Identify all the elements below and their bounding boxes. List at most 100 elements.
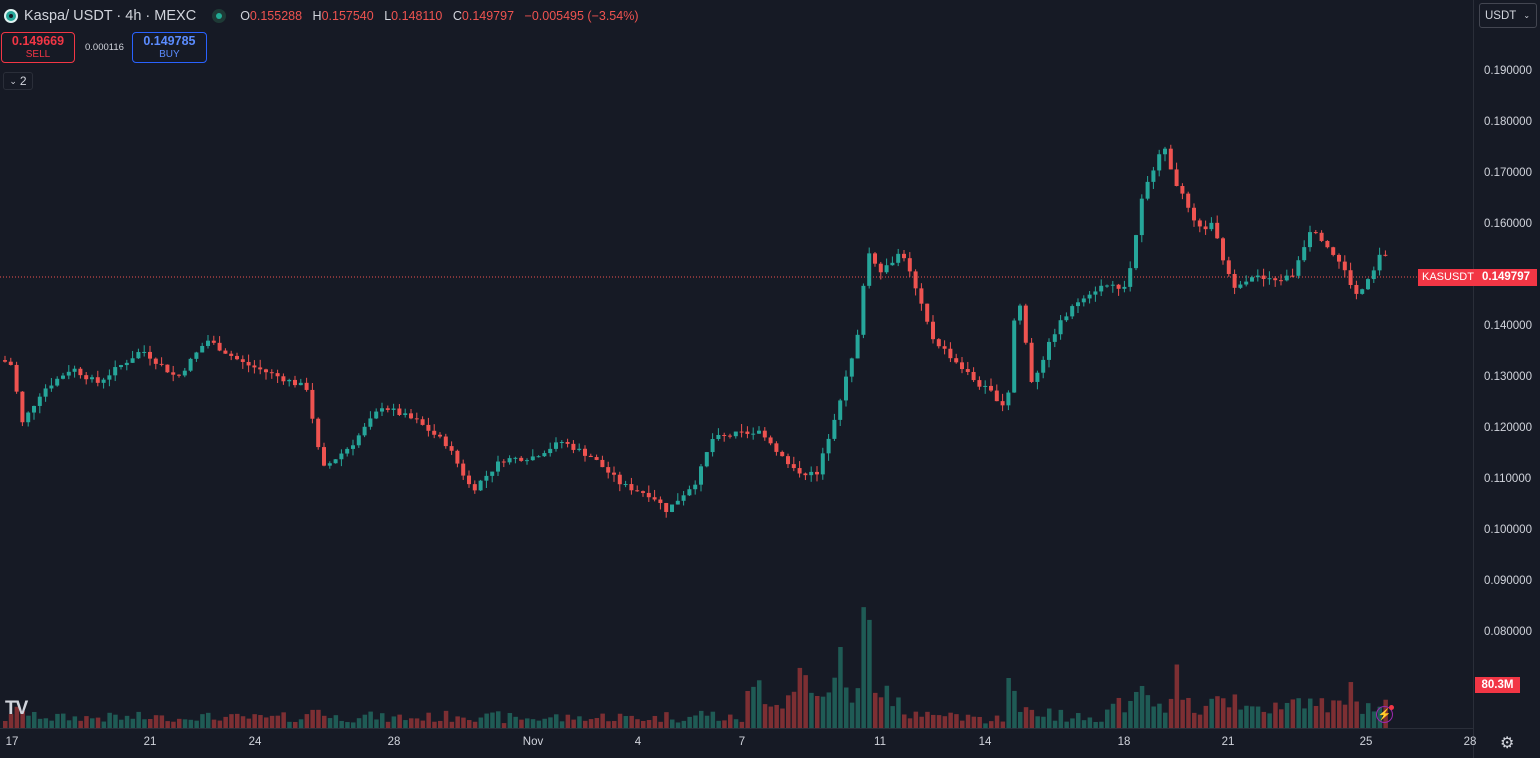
ohlc-values: O0.155288 H0.157540 L0.148110 C0.149797 … — [240, 9, 639, 23]
volume-bar — [519, 719, 524, 728]
candle-body — [1366, 279, 1370, 290]
volume-bar — [78, 720, 83, 728]
symbol-name[interactable]: Kaspa — [24, 8, 66, 24]
volume-bar — [571, 719, 576, 728]
candle-body — [43, 388, 48, 397]
pair-info[interactable]: / USDT · 4h · MEXC — [65, 8, 197, 24]
candle-body — [478, 480, 483, 491]
volume-bar — [194, 720, 199, 728]
candle-body — [287, 379, 292, 382]
volume-bar — [339, 720, 344, 728]
volume-bar — [1087, 717, 1093, 728]
volume-bar — [1035, 716, 1040, 728]
volume-bar — [554, 714, 559, 728]
volume-bar — [438, 720, 443, 728]
candle-body — [1302, 247, 1307, 261]
volume-bar — [716, 720, 721, 728]
gear-icon[interactable]: ⚙ — [1500, 735, 1515, 752]
candle-body — [554, 442, 558, 449]
volume-bar — [559, 721, 565, 728]
candle-body — [530, 456, 535, 461]
candle-body — [687, 489, 692, 496]
sell-button[interactable]: 0.149669 SELL — [1, 32, 75, 63]
volume-bar — [536, 720, 542, 728]
candle-body — [612, 472, 616, 475]
volume-bar — [896, 697, 901, 728]
volume-bar — [664, 712, 669, 728]
volume-bar — [757, 680, 762, 728]
volume-bar — [1354, 701, 1359, 728]
volume-bar — [356, 718, 362, 728]
volume-bar — [235, 713, 240, 728]
candle-body — [26, 412, 31, 423]
volume-bar — [1290, 699, 1296, 728]
candle-body — [1209, 222, 1214, 230]
date-label: 25 — [1359, 736, 1373, 748]
candle-body — [681, 495, 686, 501]
candle-body — [1197, 220, 1202, 227]
candle-body — [507, 458, 512, 463]
candle-body — [1105, 285, 1109, 287]
volume-bar — [130, 718, 136, 728]
indicators-toggle[interactable]: ⌄ 2 — [3, 72, 33, 90]
candle-body — [832, 419, 837, 439]
time-axis[interactable] — [0, 728, 1473, 758]
chart-area[interactable] — [0, 0, 1473, 728]
volume-bars — [3, 607, 1388, 728]
volume-bar — [936, 715, 942, 728]
candle-body — [1383, 254, 1388, 256]
price-tick: 0.090000 — [1484, 574, 1532, 587]
volume-bar — [84, 716, 89, 728]
candle-body — [101, 379, 106, 383]
buy-button[interactable]: 0.149785 BUY — [131, 32, 207, 63]
volume-bar — [472, 721, 478, 728]
candle-body — [594, 457, 599, 460]
volume-bar — [1180, 699, 1185, 728]
candle-body — [235, 355, 239, 360]
volume-bar — [548, 717, 553, 728]
candle-body — [310, 389, 315, 419]
candle-body — [1255, 275, 1260, 278]
change-value: −0.005495 (−3.54%) — [524, 9, 639, 23]
volume-bar — [820, 696, 826, 728]
volume-bar — [530, 719, 536, 728]
volume-bar — [409, 718, 414, 728]
candle-body — [124, 362, 129, 366]
symbol-legend[interactable]: Kaspa / USDT · 4h · MEXC O0.155288 H0.15… — [4, 6, 646, 26]
volume-bar — [1302, 708, 1307, 728]
volume-bar — [513, 716, 518, 728]
volume-bar — [1012, 690, 1017, 728]
candle-body — [217, 342, 222, 351]
tradingview-logo[interactable]: TV — [5, 698, 28, 719]
candle-body — [548, 448, 553, 454]
candle-body — [229, 353, 234, 356]
volume-bar — [809, 692, 814, 728]
volume-bar — [710, 711, 716, 728]
volume-bar — [1226, 707, 1232, 728]
volume-bar — [14, 706, 20, 728]
market-status-icon[interactable] — [212, 9, 227, 23]
volume-bar — [884, 685, 890, 728]
candle-body — [420, 419, 425, 425]
candle-body — [583, 448, 587, 456]
volume-bar — [525, 718, 530, 728]
volume-bar — [333, 715, 339, 728]
candle-body — [1029, 342, 1034, 382]
candle-body — [820, 453, 825, 475]
candle-body — [786, 456, 790, 465]
candle-body — [971, 371, 976, 381]
candle-body — [890, 262, 895, 266]
price-tick: 0.190000 — [1484, 64, 1532, 77]
price-axis[interactable] — [1473, 0, 1540, 758]
candle-body — [826, 438, 831, 454]
currency-selector[interactable]: USDT ⌄ — [1479, 3, 1537, 28]
candle-body — [322, 447, 326, 466]
candle-body — [281, 376, 286, 382]
volume-bar — [66, 720, 72, 728]
candle-body — [119, 365, 123, 368]
candle-body — [142, 351, 147, 353]
candle-body — [913, 271, 918, 289]
lightning-icon[interactable]: ⚡ — [1376, 705, 1394, 723]
volume-bar — [861, 607, 866, 728]
volume-bar — [1064, 721, 1069, 728]
